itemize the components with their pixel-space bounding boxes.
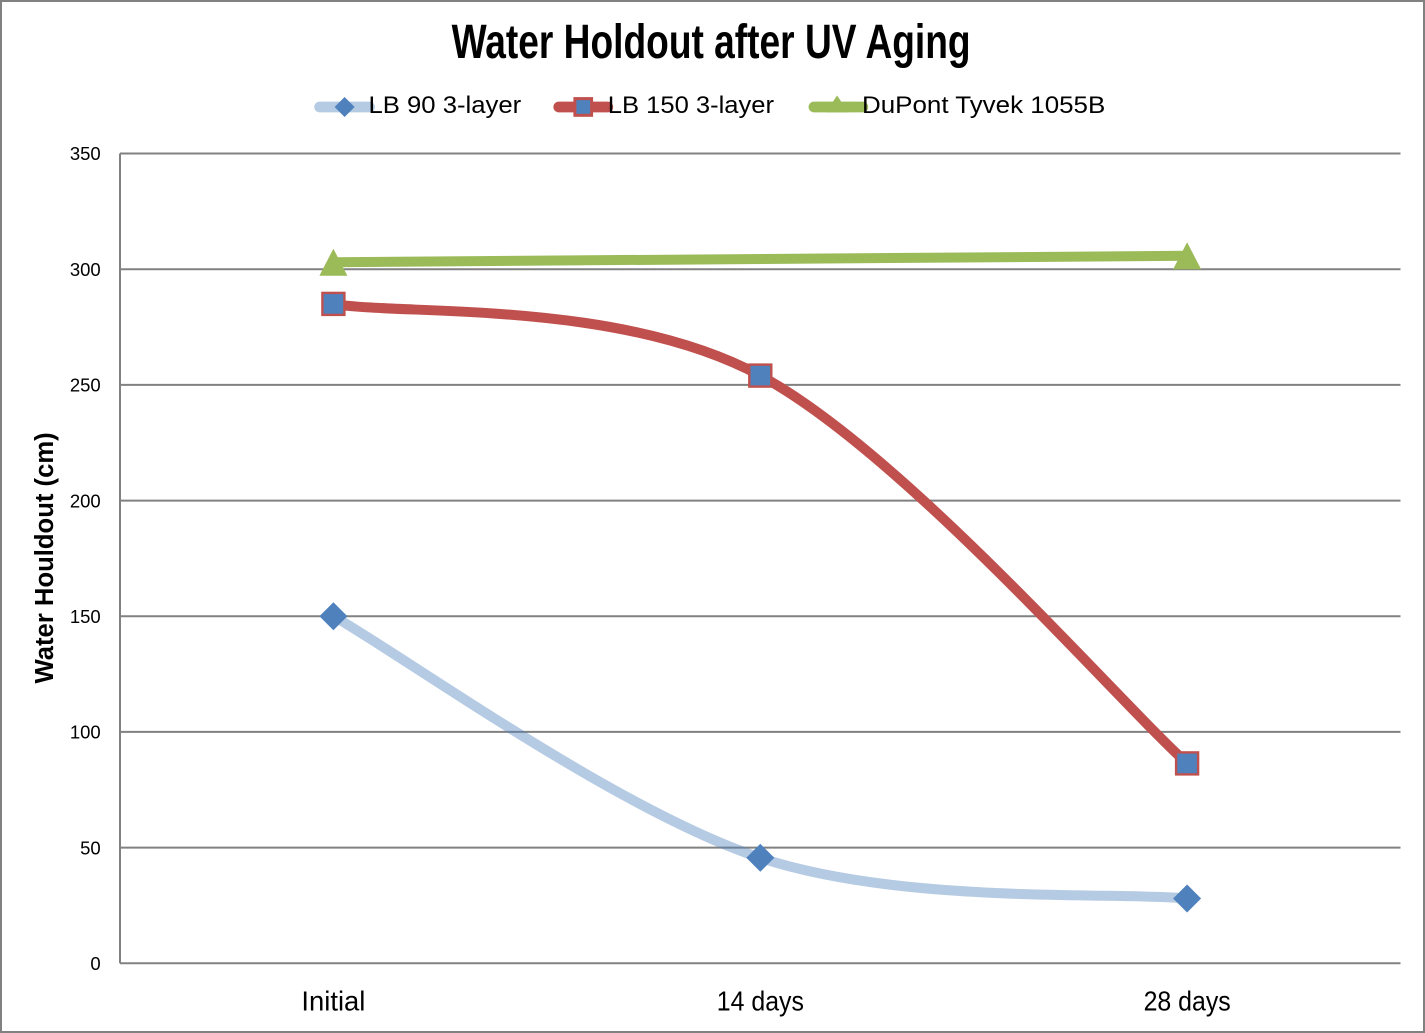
- svg-text:50: 50: [80, 837, 101, 858]
- svg-text:300: 300: [70, 259, 101, 280]
- svg-text:250: 250: [70, 375, 101, 396]
- svg-text:28 days: 28 days: [1144, 986, 1231, 1017]
- svg-text:Initial: Initial: [301, 986, 365, 1017]
- svg-text:0: 0: [90, 953, 100, 974]
- svg-text:150: 150: [70, 606, 101, 627]
- svg-text:Water Holdout after UV Aging: Water Holdout after UV Aging: [452, 16, 971, 69]
- svg-text:Water Houldout (cm): Water Houldout (cm): [31, 432, 59, 683]
- svg-text:200: 200: [70, 490, 101, 511]
- svg-text:350: 350: [70, 143, 101, 164]
- svg-text:14 days: 14 days: [717, 986, 804, 1017]
- svg-text:LB 90 3-layer: LB 90 3-layer: [369, 92, 522, 119]
- svg-text:100: 100: [70, 722, 101, 743]
- svg-text:DuPont Tyvek 1055B: DuPont Tyvek 1055B: [862, 92, 1105, 119]
- svg-text:LB 150 3-layer: LB 150 3-layer: [608, 92, 774, 119]
